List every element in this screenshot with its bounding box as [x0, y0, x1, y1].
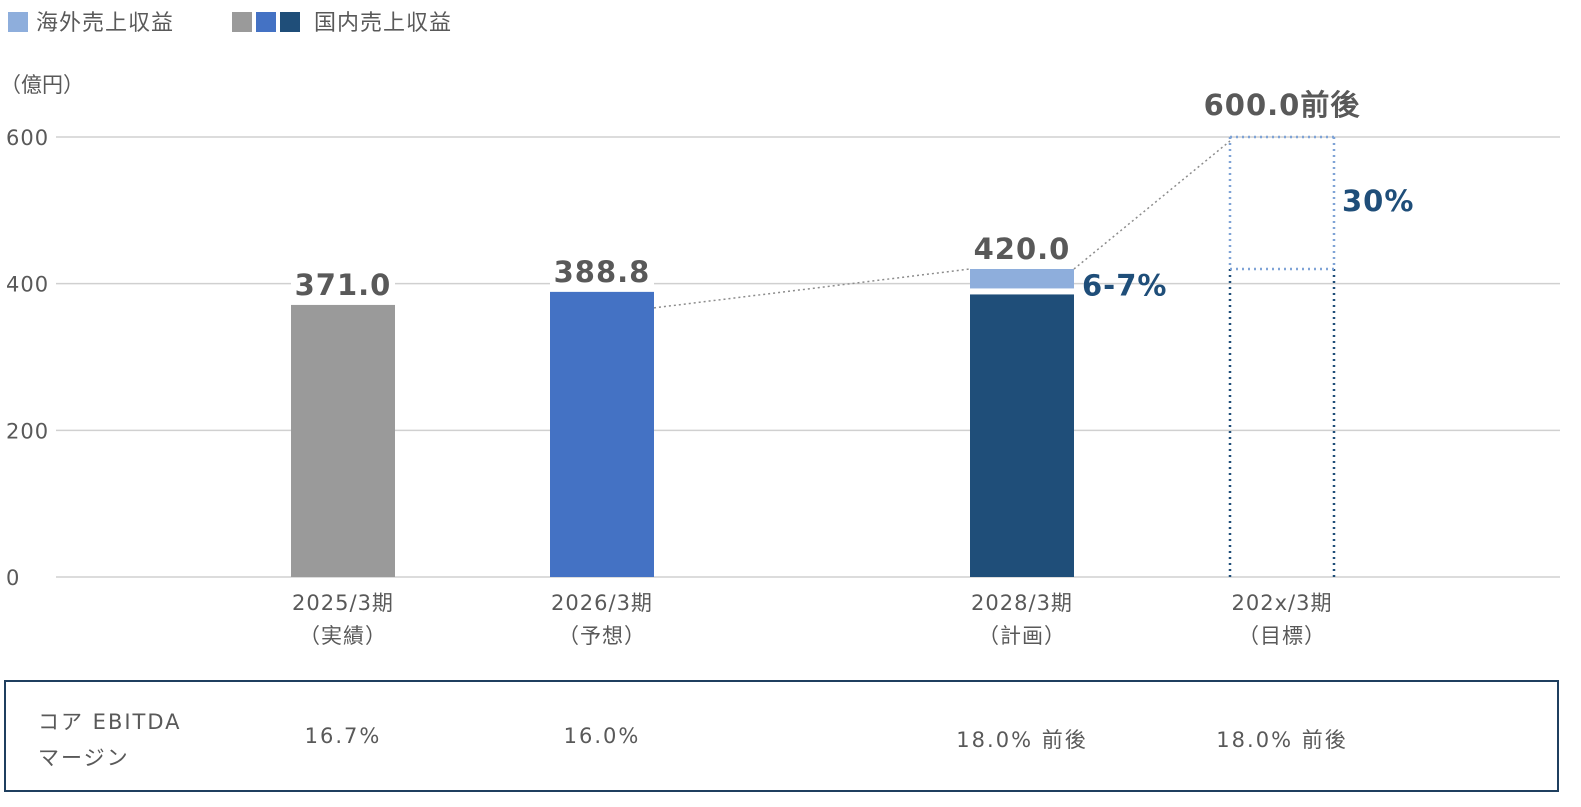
bar-domestic-1 [550, 291, 654, 577]
legend: 海外売上収益 国内売上収益 [8, 11, 452, 36]
ebitda-margin-value-2026: 16.0% [563, 724, 641, 748]
x-category-label-0: 2025/3期 [292, 591, 394, 615]
x-category-sublabel-3: （目標） [1238, 624, 1326, 648]
connector-lines [653, 140, 1231, 309]
legend-swatch-domestic-plan [280, 12, 300, 32]
ebitda-margin-value-202x: 18.0% 前後 [1216, 728, 1348, 752]
x-category-sublabel-1: （予想） [558, 624, 646, 648]
y-tick-label-0: 0 [6, 566, 20, 590]
connector-line-forecast-to-plan [653, 268, 971, 309]
ebitda-margin-value-2025: 16.7% [304, 724, 382, 748]
y-tick-label-400: 400 [6, 273, 49, 297]
total-label-bg-3 [1230, 83, 1334, 121]
connector-line-plan-to-target [1073, 140, 1231, 270]
legend-swatch-domestic-actual [232, 12, 252, 32]
y-axis-ticks: 0 200 400 600 [6, 126, 49, 590]
bar-domestic-2 [970, 294, 1074, 577]
legend-label-overseas: 海外売上収益 [36, 11, 174, 36]
ebitda-margin-table [4, 680, 1559, 792]
bars [291, 135, 1336, 577]
bar-domestic-0 [291, 304, 395, 577]
ebitda-margin-label-line2: マージン [38, 746, 130, 770]
bar-overseas-2 [970, 269, 1074, 289]
total-label-1: 388.8 [554, 255, 651, 289]
total-label-bg-2 [970, 227, 1074, 265]
legend-swatch-domestic-forecast [256, 12, 276, 32]
y-axis-unit-label: （億円） [0, 73, 84, 97]
ebitda-margin-label: コア EBITDA マージン [38, 704, 182, 776]
y-tick-label-200: 200 [6, 419, 49, 443]
revenue-chart: 海外売上収益 国内売上収益 （億円） 0 200 400 600 371.0 388.8… [0, 11, 1560, 648]
total-label-2: 420.0 [974, 232, 1071, 266]
overseas-share-label-3: 30% [1342, 184, 1414, 218]
ebitda-margin-value-2028: 18.0% 前後 [956, 728, 1088, 752]
total-label-0: 371.0 [295, 268, 392, 302]
total-label-3: 600.0前後 [1204, 88, 1361, 122]
total-label-bg-1 [550, 249, 654, 288]
x-category-label-3: 202x/3期 [1232, 591, 1333, 615]
x-axis-categories: 2025/3期 （実績） 2026/3期 （予想） 2028/3期 （計画） 202x/3期… [292, 591, 1333, 648]
y-tick-label-600: 600 [6, 126, 49, 150]
x-category-label-2: 2028/3期 [971, 591, 1073, 615]
total-label-bg-0 [291, 262, 395, 301]
x-category-sublabel-0: （実績） [299, 624, 387, 648]
legend-swatch-overseas [8, 12, 28, 32]
data-labels: 371.0 388.8 420.0 6-7% 600.0前後 30% [291, 83, 1414, 302]
x-category-label-1: 2026/3期 [551, 591, 653, 615]
ebitda-margin-label-line1: コア EBITDA [38, 710, 182, 734]
x-category-sublabel-2: （計画） [978, 624, 1066, 648]
overseas-share-label-2: 6-7% [1082, 268, 1167, 302]
legend-label-domestic: 国内売上収益 [314, 11, 452, 36]
